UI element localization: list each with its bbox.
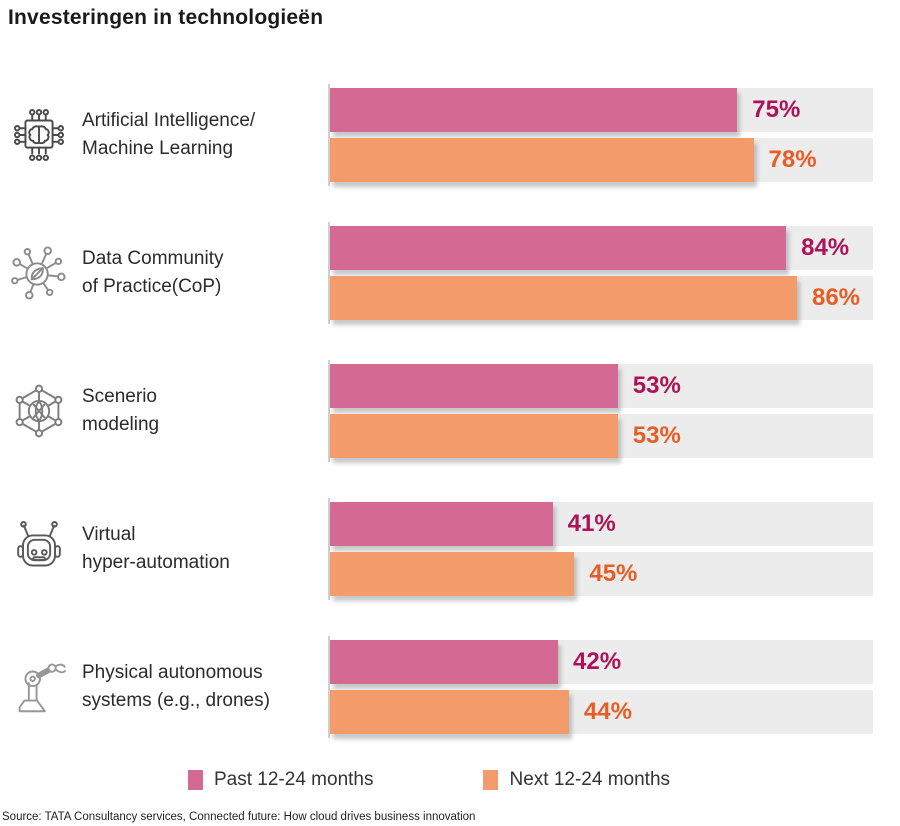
bar-value-past: 84% <box>801 234 850 261</box>
bar-track-past: 41% <box>330 502 873 546</box>
bar-track-past: 42% <box>330 640 873 684</box>
bar-value-past: 42% <box>573 648 622 675</box>
legend-item-next: Next 12-24 months <box>483 769 670 791</box>
robot-head-icon <box>17 521 61 567</box>
bar-group: 84% 86% <box>328 222 873 324</box>
scenario-network-icon <box>15 384 63 438</box>
bar-value-next: 53% <box>632 422 681 449</box>
category-row-ai-ml: Artificial Intelligence/ Machine Learnin… <box>0 66 900 204</box>
chart-legend: Past 12-24 months Next 12-24 months <box>0 769 900 791</box>
data-network-icon <box>11 246 66 300</box>
bar-next <box>330 690 569 734</box>
bar-next <box>330 276 797 320</box>
category-label: Scenerio modeling <box>82 386 160 435</box>
bar-next <box>330 138 754 182</box>
bar-next <box>330 552 575 596</box>
legend-swatch-next <box>483 770 499 790</box>
legend-swatch-past <box>188 770 203 790</box>
category-label: Data Community of Practice(CoP) <box>82 248 224 297</box>
bar-track-past: 53% <box>330 364 873 408</box>
bar-track-past: 75% <box>330 88 873 132</box>
bar-group: 41% 45% <box>328 498 873 600</box>
category-row-data-cop: Data Community of Practice(CoP) 84% 86% <box>0 204 900 342</box>
bar-value-next: 44% <box>583 698 632 725</box>
bar-past <box>330 226 787 270</box>
ai-chip-icon <box>14 109 64 161</box>
bar-group: 42% 44% <box>328 636 873 738</box>
bar-next <box>330 414 618 458</box>
bar-value-past: 75% <box>752 96 801 123</box>
bar-value-next: 86% <box>811 284 861 311</box>
robot-arm-icon <box>18 663 67 713</box>
bar-track-next: 53% <box>330 414 873 458</box>
bar-past <box>330 88 738 132</box>
category-row-physical-autonomous: Physical autonomous systems (e.g., drone… <box>0 618 900 756</box>
legend-label-past: Past 12-24 months <box>214 769 374 790</box>
bar-track-next: 45% <box>330 552 873 596</box>
bar-past <box>330 640 559 684</box>
bar-value-next: 78% <box>768 146 817 173</box>
bar-value-next: 45% <box>589 560 638 587</box>
bar-past <box>330 364 618 408</box>
bar-group: 53% 53% <box>328 360 873 462</box>
category-row-hyper-automation: Virtual hyper-automation 41% 45% <box>0 480 900 618</box>
bar-track-past: 84% <box>330 226 873 270</box>
source-attribution: Source: TATA Consultancy services, Conne… <box>2 811 476 823</box>
bar-value-past: 41% <box>567 510 616 537</box>
bar-group: 75% 78% <box>328 84 873 186</box>
chart-rows: Artificial Intelligence/ Machine Learnin… <box>0 66 900 756</box>
chart-title: Investeringen in technologieën <box>8 6 324 29</box>
bar-track-next: 86% <box>330 276 873 320</box>
bar-past <box>330 502 553 546</box>
category-label: Artificial Intelligence/ Machine Learnin… <box>82 110 256 159</box>
category-row-scenario-modeling: Scenerio modeling 53% 53% <box>0 342 900 480</box>
category-label: Virtual hyper-automation <box>82 524 230 573</box>
bar-value-past: 53% <box>632 372 681 399</box>
legend-label-next: Next 12-24 months <box>509 769 671 790</box>
bar-track-next: 44% <box>330 690 873 734</box>
category-label: Physical autonomous systems (e.g., drone… <box>82 662 270 711</box>
bar-track-next: 78% <box>330 138 873 182</box>
legend-item-past: Past 12-24 months <box>188 769 373 791</box>
